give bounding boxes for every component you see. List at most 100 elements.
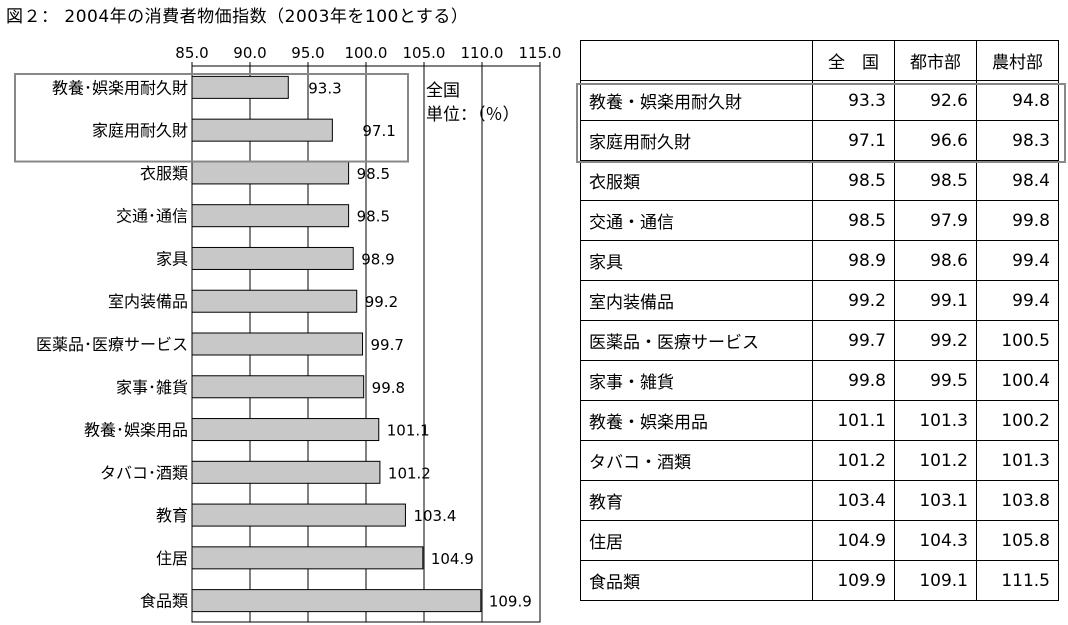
x-tick-label: 110.0 — [461, 44, 504, 62]
value-label: 98.9 — [361, 250, 394, 268]
category-label: 家具 — [156, 249, 188, 268]
table-cell-urban: 92.6 — [894, 80, 977, 121]
bar-chart: 85.0 90.0 95.0 100.0 105.0 110.0 115.0 教養･娯楽用耐… — [14, 44, 561, 623]
table-cell-national: 99.8 — [812, 360, 895, 401]
table-header-urban: 都市部 — [894, 40, 977, 81]
table-cell-label: 家事・雑貨 — [580, 360, 813, 401]
category-label: 教育 — [156, 506, 188, 525]
table-cell-national: 99.2 — [812, 280, 895, 321]
x-tick-label: 90.0 — [233, 44, 266, 62]
table-cell-national: 93.3 — [812, 80, 895, 121]
annotation-line: 全国 — [426, 81, 460, 101]
category-label: 医薬品･医療サービス — [36, 335, 188, 354]
table-row: 家具 98.9 98.6 99.4 — [580, 240, 1059, 281]
value-label: 101.1 — [387, 422, 430, 440]
bar — [191, 204, 350, 228]
table-cell-label: 住居 — [580, 520, 813, 561]
table-cell-rural: 99.8 — [976, 200, 1059, 241]
table-cell-national: 101.2 — [812, 440, 895, 481]
table-row: 家事・雑貨 99.8 99.5 100.4 — [580, 360, 1059, 401]
category-label: 教養･娯楽用品 — [84, 421, 188, 440]
table-cell-national: 99.7 — [812, 320, 895, 361]
table-cell-urban: 109.1 — [894, 560, 977, 601]
plot-frame — [191, 65, 541, 623]
bar — [191, 332, 364, 356]
chart-highlight-box — [14, 73, 409, 163]
table-cell-urban: 96.6 — [894, 120, 977, 161]
bar — [191, 375, 365, 399]
chart-bars — [191, 75, 482, 613]
table-row: 医薬品・医療サービス 99.7 99.2 100.5 — [580, 320, 1059, 361]
value-label: 99.8 — [372, 379, 405, 397]
category-label: 家庭用耐久財 — [92, 121, 188, 140]
category-labels: 教養･娯楽用耐久財家庭用耐久財衣服類交通･通信家具室内装備品医薬品･医療サービス… — [36, 78, 188, 610]
table-row: 教養・娯楽用耐久財 93.3 92.6 94.8 — [580, 80, 1059, 121]
table-row: タバコ・酒類 101.2 101.2 101.3 — [580, 440, 1059, 481]
table-header-blank — [580, 40, 813, 81]
table-cell-label: 交通・通信 — [580, 200, 813, 241]
table-cell-rural: 100.2 — [976, 400, 1059, 441]
table-cell-label: 教養・娯楽用品 — [580, 400, 813, 441]
value-label: 99.2 — [365, 293, 398, 311]
value-label: 93.3 — [308, 79, 341, 97]
x-tick-label: 85.0 — [175, 44, 208, 62]
table-cell-label: 医薬品・医療サービス — [580, 320, 813, 361]
table-cell-rural: 101.3 — [976, 440, 1059, 481]
table-row: 交通・通信 98.5 97.9 99.8 — [580, 200, 1059, 241]
table-cell-urban: 99.1 — [894, 280, 977, 321]
category-label: 食品類 — [140, 592, 188, 611]
x-tick-label: 100.0 — [345, 44, 388, 62]
table-cell-national: 103.4 — [812, 480, 895, 521]
category-label: 住居 — [156, 549, 188, 568]
table-cell-label: 衣服類 — [580, 160, 813, 201]
table-cell-rural: 98.3 — [976, 120, 1059, 161]
annotation-line: 単位：（％） — [426, 105, 520, 125]
bar — [191, 503, 406, 527]
table-cell-label: 教養・娯楽用耐久財 — [580, 80, 813, 121]
table-cell-national: 101.1 — [812, 400, 895, 441]
bar — [191, 289, 358, 313]
table-row: 教養・娯楽用品 101.1 101.3 100.2 — [580, 400, 1059, 441]
table-cell-rural: 94.8 — [976, 80, 1059, 121]
table-cell-urban: 97.9 — [894, 200, 977, 241]
table-cell-urban: 98.5 — [894, 160, 977, 201]
table-cell-urban: 101.3 — [894, 400, 977, 441]
table-header-row: 全 国 都市部 農村部 — [580, 40, 1059, 81]
bar — [191, 546, 424, 570]
value-label: 98.5 — [357, 165, 390, 183]
x-tick-label: 95.0 — [291, 44, 324, 62]
value-label: 109.9 — [489, 593, 532, 611]
bar — [191, 460, 381, 484]
table-row: 衣服類 98.5 98.5 98.4 — [580, 160, 1059, 201]
category-label: タバコ･酒類 — [100, 463, 188, 482]
value-label: 99.7 — [371, 336, 404, 354]
value-label: 103.4 — [413, 507, 456, 525]
bar — [191, 118, 333, 142]
table-cell-rural: 100.4 — [976, 360, 1059, 401]
table-cell-urban: 99.2 — [894, 320, 977, 361]
table-cell-label: 教育 — [580, 480, 813, 521]
table-row: 家庭用耐久財 97.1 96.6 98.3 — [580, 120, 1059, 161]
category-label: 交通･通信 — [116, 207, 188, 226]
table-cell-rural: 99.4 — [976, 280, 1059, 321]
table-row: 室内装備品 99.2 99.1 99.4 — [580, 280, 1059, 321]
table-cell-national: 97.1 — [812, 120, 895, 161]
table-cell-rural: 99.4 — [976, 240, 1059, 281]
table-cell-label: 食品類 — [580, 560, 813, 601]
table-cell-rural: 111.5 — [976, 560, 1059, 601]
table-cell-urban: 103.1 — [894, 480, 977, 521]
bar — [191, 418, 380, 442]
value-label: 104.9 — [431, 550, 474, 568]
value-label: 101.2 — [388, 464, 431, 482]
table-row: 食品類 109.9 109.1 111.5 — [580, 560, 1059, 601]
category-label: 家事･雑貨 — [116, 378, 188, 397]
category-label: 室内装備品 — [108, 292, 188, 311]
table-cell-rural: 103.8 — [976, 480, 1059, 521]
table-cell-label: 家庭用耐久財 — [580, 120, 813, 161]
table-header-rural: 農村部 — [976, 40, 1059, 81]
table-cell-label: 家具 — [580, 240, 813, 281]
bar — [191, 75, 289, 99]
table-cell-label: 室内装備品 — [580, 280, 813, 321]
table-row: 住居 104.9 104.3 105.8 — [580, 520, 1059, 561]
